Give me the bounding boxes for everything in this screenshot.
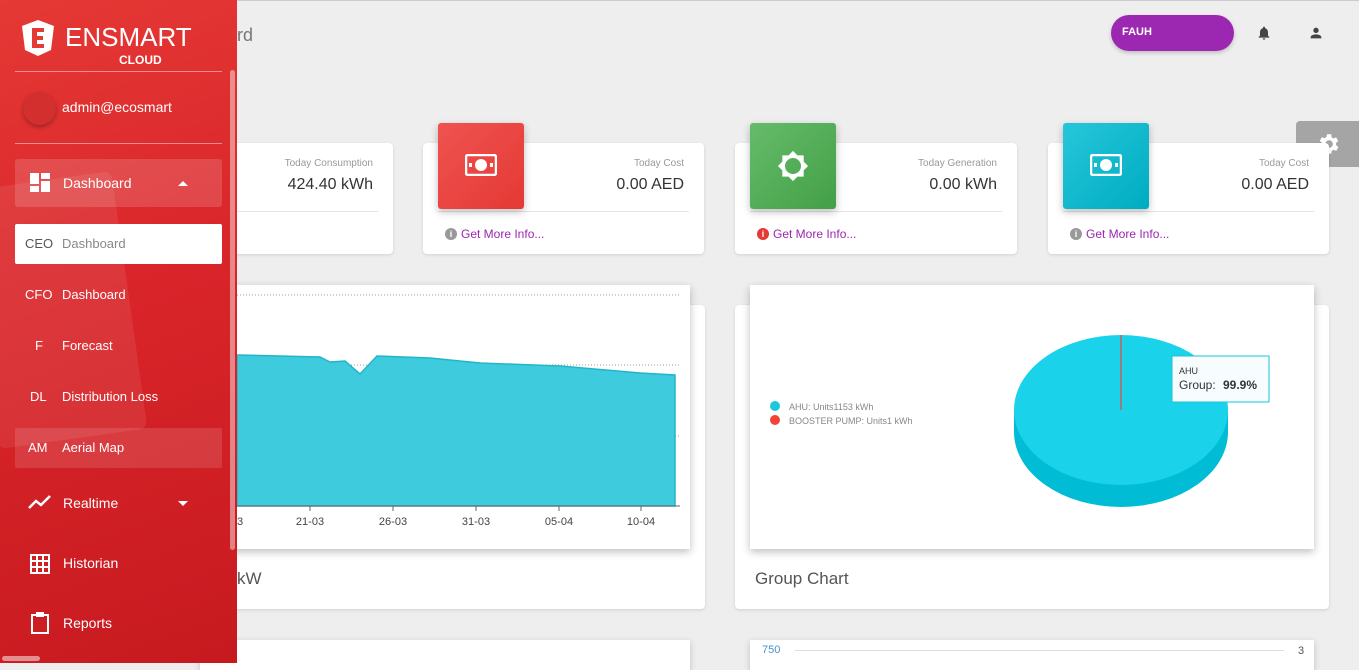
menu-label[interactable]: Dashboard bbox=[63, 175, 132, 191]
more-info-link[interactable]: Get More Info... bbox=[1086, 227, 1170, 241]
logo-icon bbox=[22, 20, 54, 56]
info-icon: i bbox=[1070, 228, 1082, 240]
more-info-link[interactable]: Get More Info... bbox=[773, 227, 857, 241]
brand: ENSMART bbox=[65, 22, 192, 52]
info-icon: i bbox=[757, 228, 769, 240]
area bbox=[236, 354, 676, 507]
divider bbox=[215, 211, 378, 212]
reports-icon bbox=[31, 612, 49, 634]
submenu-item-active[interactable] bbox=[15, 224, 222, 264]
money-icon bbox=[465, 154, 497, 176]
tooltip-name: AHU bbox=[1179, 366, 1198, 376]
legend-label: BOOSTER PUMP: Units1 kWh bbox=[789, 416, 913, 426]
chart-panel: 750 3 bbox=[750, 640, 1314, 670]
pie-chart-panel: AHU: Units1153 kWh BOOSTER PUMP: Units1 … bbox=[750, 285, 1314, 549]
divider bbox=[438, 211, 689, 212]
background-photo bbox=[0, 170, 148, 450]
submenu-label[interactable]: Dashboard bbox=[62, 287, 126, 302]
sun-icon bbox=[777, 150, 809, 182]
y-tick-label: 750 bbox=[762, 644, 781, 656]
chart-panel bbox=[200, 640, 690, 670]
generation-icon-box bbox=[750, 123, 836, 209]
x-tick-label: 3 bbox=[237, 516, 243, 528]
chart-title: Group Chart bbox=[755, 569, 849, 588]
submenu-abbr: CEO bbox=[25, 236, 54, 251]
top-border bbox=[0, 0, 1359, 1]
tooltip bbox=[1171, 355, 1270, 403]
x-tick-label: 21-03 bbox=[296, 516, 324, 528]
pie-chart: AHU: Units1153 kWh BOOSTER PUMP: Units1 … bbox=[770, 335, 1270, 507]
historian-icon bbox=[30, 554, 50, 574]
menu-label[interactable]: Realtime bbox=[63, 495, 119, 511]
submenu-label[interactable]: Distribution Loss bbox=[62, 389, 159, 404]
info-icon: i bbox=[445, 228, 457, 240]
legend-label: AHU: Units1153 kWh bbox=[789, 402, 873, 412]
x-tick-label: 31-03 bbox=[462, 516, 490, 528]
stat-label: Today Cost bbox=[1258, 158, 1309, 169]
divider bbox=[750, 211, 1002, 212]
cost-icon-box bbox=[438, 123, 524, 209]
site-button[interactable]: FAUH bbox=[1111, 15, 1234, 51]
caret bbox=[178, 181, 188, 186]
submenu-label[interactable]: Forecast bbox=[62, 338, 113, 353]
user-name[interactable]: admin@ecosmart bbox=[62, 99, 172, 115]
tooltip-label: Group: bbox=[1179, 378, 1216, 392]
legend-marker bbox=[770, 401, 780, 411]
y2-tick-label: 3 bbox=[1298, 645, 1305, 657]
stat-value: 424.40 kWh bbox=[287, 176, 373, 193]
x-tick-label: 10-04 bbox=[627, 516, 655, 528]
x-tick-label: 26-03 bbox=[379, 516, 407, 528]
area-chart-panel: 3 21-03 26-03 31-03 05-04 10-04 bbox=[200, 285, 690, 549]
sidebar: ENSMART CLOUD admin@ecosmart Dashboard C… bbox=[0, 0, 237, 663]
stat-label: Today Generation bbox=[918, 158, 997, 169]
site-label: FAUH bbox=[1122, 26, 1152, 38]
menu-label[interactable]: Reports bbox=[63, 615, 113, 631]
money-icon bbox=[1090, 154, 1122, 176]
scrollbar[interactable] bbox=[230, 70, 235, 550]
divider bbox=[15, 143, 222, 144]
brand-sub: CLOUD bbox=[119, 53, 162, 67]
stat-label: Today Consumption bbox=[284, 158, 373, 169]
realtime-icon bbox=[28, 495, 51, 509]
submenu-label[interactable]: Aerial Map bbox=[62, 440, 125, 455]
user-icon[interactable] bbox=[1308, 25, 1324, 41]
page-title: rd bbox=[237, 25, 254, 45]
caret bbox=[178, 501, 188, 506]
stat-label: Today Cost bbox=[633, 158, 684, 169]
scrollbar-horizontal[interactable] bbox=[2, 656, 40, 661]
submenu-abbr: AM bbox=[28, 440, 48, 455]
notification-icon[interactable] bbox=[1256, 25, 1272, 41]
submenu-label[interactable]: Dashboard bbox=[62, 236, 126, 251]
divider bbox=[1063, 211, 1314, 212]
submenu-abbr: F bbox=[35, 338, 43, 353]
tooltip-value: 99.9% bbox=[1223, 378, 1257, 392]
dashboard-icon bbox=[30, 173, 50, 192]
stat-value: 0.00 AED bbox=[1241, 176, 1309, 193]
submenu-abbr: DL bbox=[30, 389, 47, 404]
grid-line bbox=[795, 650, 1284, 651]
stat-value: 0.00 AED bbox=[616, 176, 684, 193]
avatar bbox=[23, 92, 56, 125]
stat-value: 0.00 kWh bbox=[929, 176, 997, 193]
submenu-abbr: CFO bbox=[25, 287, 53, 302]
area-chart: 3 21-03 26-03 31-03 05-04 10-04 bbox=[235, 294, 680, 528]
legend-marker bbox=[770, 415, 780, 425]
divider bbox=[15, 71, 222, 72]
cost-icon-box bbox=[1063, 123, 1149, 209]
more-info-link[interactable]: Get More Info... bbox=[461, 227, 545, 241]
menu-label[interactable]: Historian bbox=[63, 555, 119, 571]
x-tick-label: 05-04 bbox=[545, 516, 573, 528]
submenu-item-hover[interactable] bbox=[15, 428, 222, 468]
chart-title: kW bbox=[237, 569, 262, 588]
